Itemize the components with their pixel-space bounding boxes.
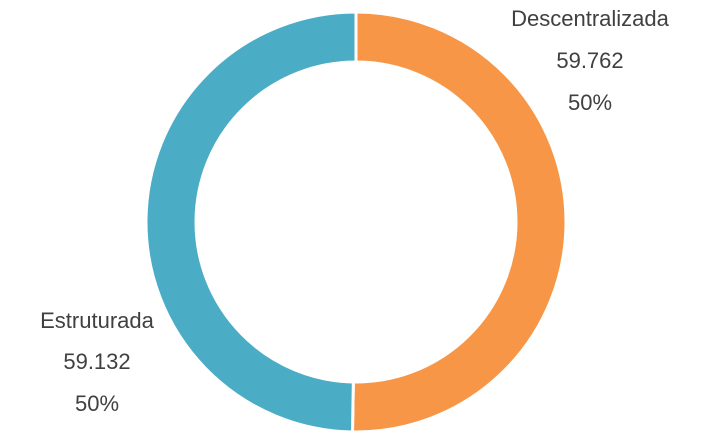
percent-label: 50%	[75, 391, 119, 416]
value-label: 59.132	[63, 349, 130, 374]
category-label: Descentralizada	[511, 6, 670, 31]
percent-label: 50%	[568, 90, 612, 115]
donut-segment	[350, 10, 568, 433]
value-label: 59.762	[556, 48, 623, 73]
donut-segment	[144, 10, 358, 433]
category-label: Estruturada	[40, 308, 154, 333]
